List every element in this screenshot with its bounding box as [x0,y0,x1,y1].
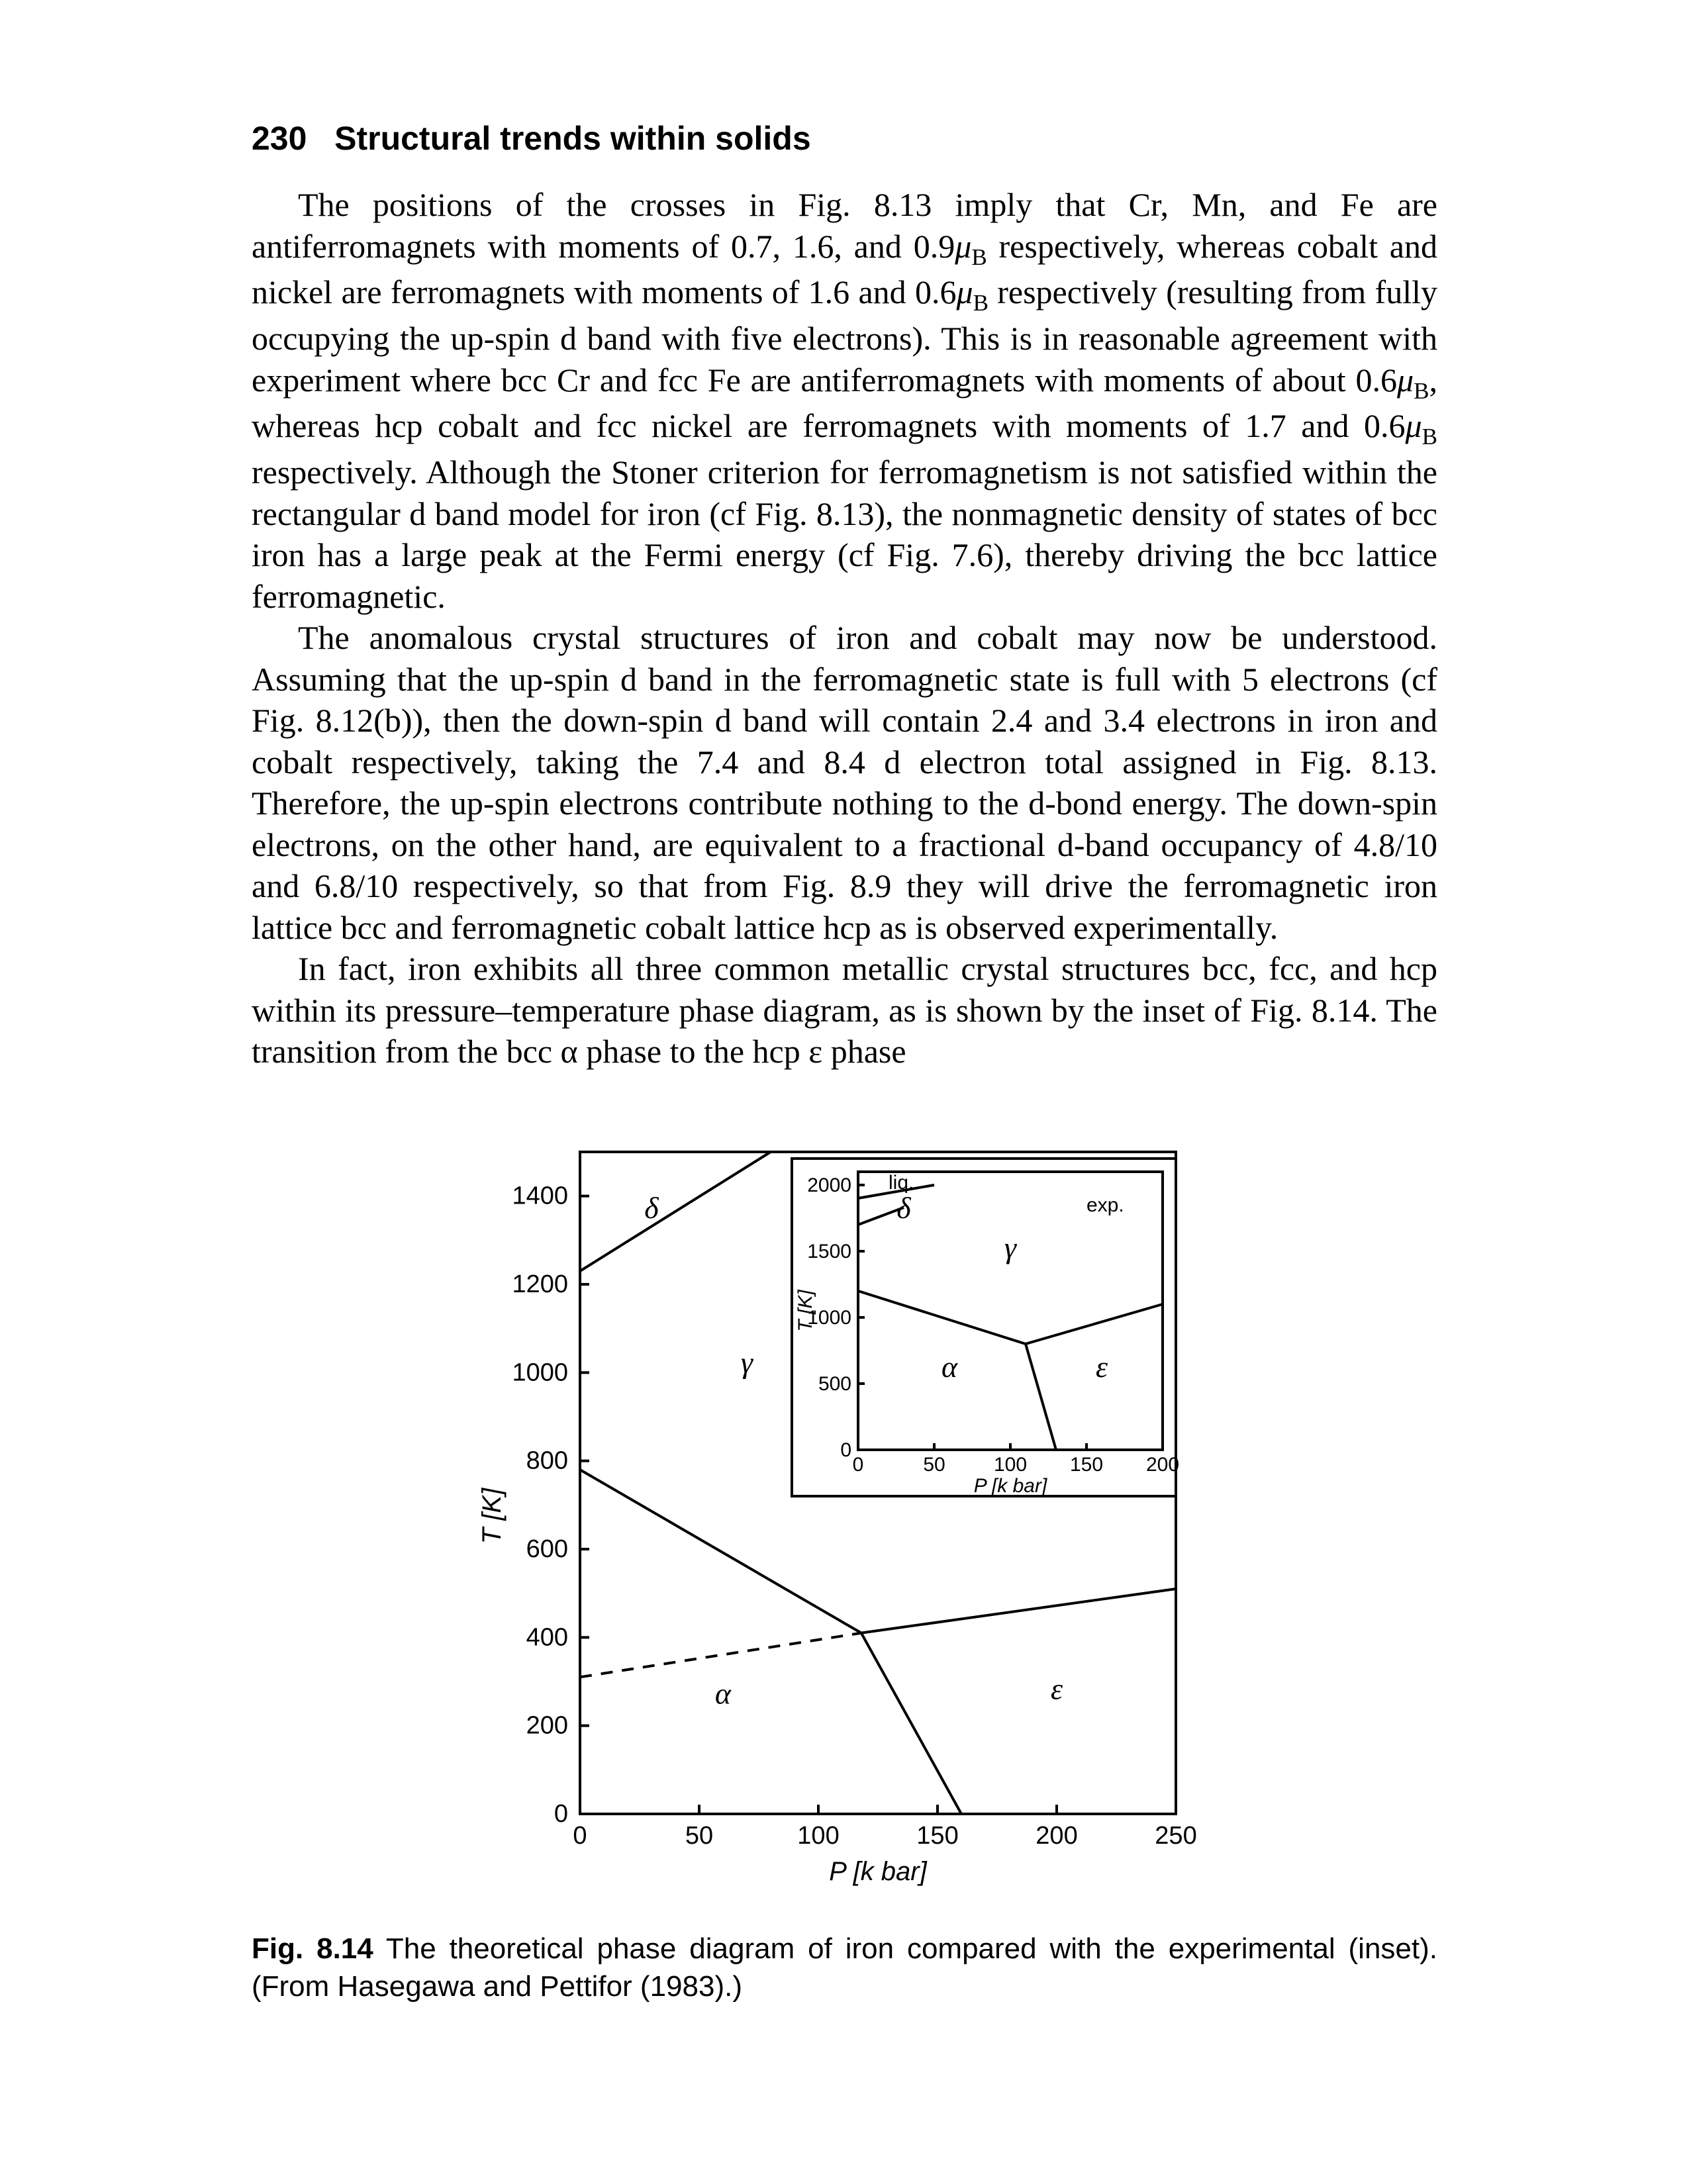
svg-text:ε: ε [1050,1672,1063,1705]
svg-text:δ: δ [644,1191,659,1225]
running-head: 230 Structural trends within solids [252,119,1437,158]
svg-text:δ: δ [896,1191,911,1225]
figure-caption-text: The theoretical phase diagram of iron co… [252,1932,1437,2003]
svg-text:2000: 2000 [807,1174,851,1196]
svg-text:liq.: liq. [889,1172,914,1194]
figure-label: Fig. 8.14 [252,1932,373,1965]
svg-text:50: 50 [923,1454,945,1476]
svg-text:ε: ε [1095,1350,1108,1384]
body-text: The positions of the crosses in Fig. 8.1… [252,184,1437,1072]
paragraph-1: The positions of the crosses in Fig. 8.1… [252,184,1437,617]
svg-text:0: 0 [852,1454,863,1476]
figure-8-14: 0501001502002500200400600800100012001400… [252,1112,1437,2005]
svg-text:200: 200 [1036,1822,1077,1850]
figure-caption: Fig. 8.14 The theoretical phase diagram … [252,1930,1437,2005]
svg-text:200: 200 [526,1711,567,1739]
phase-diagram-svg: 0501001502002500200400600800100012001400… [448,1112,1242,1907]
svg-text:800: 800 [526,1447,567,1474]
svg-text:1400: 1400 [512,1182,568,1210]
chapter-title: Structural trends within solids [334,120,811,157]
svg-text:α: α [714,1676,731,1710]
paragraph-3: In fact, iron exhibits all three common … [252,948,1437,1072]
svg-text:0: 0 [573,1822,587,1850]
svg-text:1000: 1000 [512,1358,568,1386]
svg-text:1200: 1200 [512,1270,568,1298]
svg-text:T [K]: T [K] [795,1289,816,1331]
svg-text:100: 100 [797,1822,839,1850]
svg-text:0: 0 [554,1800,567,1828]
svg-text:γ: γ [740,1345,753,1379]
svg-text:T [K]: T [K] [477,1487,507,1543]
svg-text:50: 50 [685,1822,712,1850]
svg-text:P [k bar]: P [k bar] [829,1857,927,1886]
page-number: 230 [252,120,307,157]
svg-text:100: 100 [993,1454,1026,1476]
svg-text:0: 0 [840,1439,851,1461]
svg-text:1500: 1500 [807,1241,851,1262]
svg-text:exp.: exp. [1086,1194,1124,1216]
svg-text:600: 600 [526,1535,567,1563]
svg-text:γ: γ [1004,1231,1017,1264]
svg-text:400: 400 [526,1623,567,1651]
svg-text:250: 250 [1155,1822,1196,1850]
page: 230 Structural trends within solids The … [0,0,1689,2184]
svg-text:200: 200 [1145,1454,1179,1476]
svg-text:150: 150 [916,1822,958,1850]
svg-text:500: 500 [818,1373,851,1395]
svg-text:150: 150 [1069,1454,1102,1476]
svg-text:P [k bar]: P [k bar] [973,1475,1047,1497]
paragraph-2: The anomalous crystal structures of iron… [252,617,1437,948]
svg-text:α: α [941,1350,957,1384]
